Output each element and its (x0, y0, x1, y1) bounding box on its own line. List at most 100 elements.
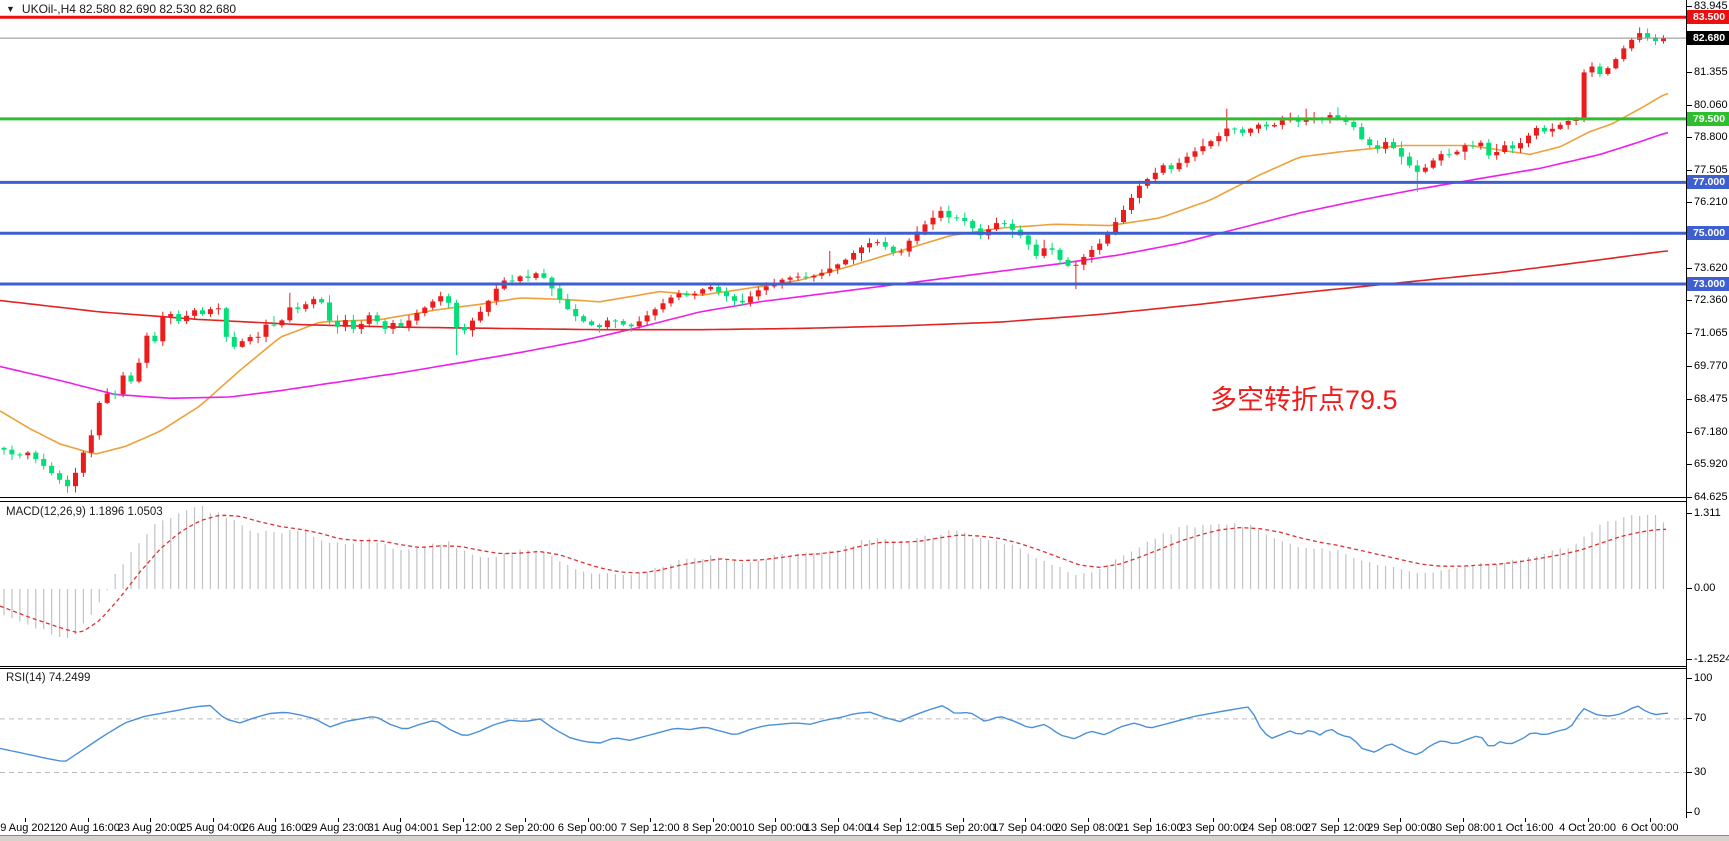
candlestick (1097, 243, 1103, 250)
rsi-indicator-label: RSI(14) 74.2499 (6, 672, 91, 684)
candlestick (1121, 210, 1126, 223)
candlestick (1454, 151, 1460, 155)
candlestick (454, 302, 460, 328)
time-axis-tick (587, 818, 589, 822)
candlestick (477, 311, 483, 321)
candlestick (747, 296, 753, 303)
candlestick (350, 320, 356, 329)
time-axis-label: 24 Sep 08:00 (1242, 822, 1308, 834)
candlestick (136, 362, 142, 382)
candlestick (517, 276, 523, 282)
candlestick (1518, 143, 1523, 149)
candlestick (589, 321, 595, 325)
candlestick (962, 218, 968, 221)
candlestick (1621, 48, 1627, 60)
candlestick (1176, 162, 1182, 170)
macd-indicator-label: MACD(12,26,9) 1.1896 1.0503 (6, 506, 163, 518)
time-axis-tick (1212, 818, 1214, 822)
candlestick (930, 217, 936, 225)
time-axis-label: 20 Aug 16:00 (55, 822, 120, 834)
macd-panel[interactable]: MACD(12,26,9) 1.1896 1.0503 (0, 501, 1686, 667)
price-chart-canvas[interactable] (0, 0, 1686, 497)
time-axis-label: 7 Sep 12:00 (620, 822, 680, 834)
candlestick (874, 242, 880, 244)
candlestick (1343, 119, 1349, 122)
candlestick (41, 459, 47, 466)
time-axis-tick (150, 818, 151, 822)
candlestick (851, 253, 857, 260)
candlestick (890, 246, 896, 253)
candlestick (1033, 244, 1039, 256)
candlestick (970, 220, 976, 229)
candlestick (57, 473, 63, 480)
candlestick (279, 320, 285, 326)
candlestick (1629, 39, 1635, 49)
time-axis-label: 27 Sep 12:00 (1304, 822, 1371, 834)
candlestick (1422, 167, 1428, 172)
price-level-badge-79.500[interactable]: 79.500 (1687, 111, 1729, 126)
price-level-badge-77.000[interactable]: 77.000 (1687, 175, 1729, 190)
candlestick (239, 341, 245, 347)
time-axis-label: 23 Sep 00:00 (1179, 822, 1246, 834)
candlestick (335, 320, 340, 327)
candlestick (1605, 68, 1611, 74)
time-axis-tick (1087, 818, 1089, 822)
candlestick (1271, 125, 1277, 127)
price-level-badge-82.680[interactable]: 82.680 (1687, 31, 1729, 46)
candlestick (1041, 248, 1047, 256)
candlestick (1351, 122, 1357, 128)
time-axis-label: 2 Sep 20:00 (495, 822, 555, 834)
macd-chart-canvas[interactable] (0, 502, 1686, 666)
candlestick (128, 375, 134, 382)
time-axis[interactable]: 19 Aug 2021 20 Aug 16:00 23 Aug 20:00 25 Au… (0, 818, 1729, 835)
price-level-badge-83.500[interactable]: 83.500 (1687, 10, 1729, 25)
candlestick (1645, 33, 1651, 38)
candlestick (1192, 151, 1198, 157)
candlestick (470, 320, 475, 331)
candlestick (739, 300, 745, 303)
price-axis-border (1686, 0, 1687, 818)
rsi-axis-tick: 100 (1686, 671, 1713, 684)
time-axis-tick (1337, 818, 1339, 822)
candlestick (1486, 142, 1492, 156)
candlestick (1502, 145, 1508, 152)
time-axis-label: 4 Oct 20:00 (1559, 822, 1616, 834)
candlestick (1057, 249, 1063, 260)
time-axis-label: 1 Oct 16:00 (1496, 822, 1554, 834)
candlestick (1001, 223, 1007, 225)
time-axis-tick (775, 818, 776, 822)
price-level-badge-73.000[interactable]: 73.000 (1687, 277, 1729, 291)
price-axis-tick: 72.360 (1687, 294, 1728, 307)
candlestick (1637, 33, 1643, 40)
time-axis-tick (650, 818, 651, 822)
candlestick (1494, 152, 1500, 156)
candlestick (358, 323, 364, 329)
indicator-collapse-icon[interactable]: ▼ (6, 3, 15, 14)
candlestick (604, 320, 610, 327)
rsi-axis-tick: 30 (1686, 765, 1707, 778)
rsi-panel[interactable]: RSI(14) 74.2499 (0, 668, 1686, 819)
candlestick (247, 337, 253, 342)
macd-axis-tick: 0.00 (1686, 582, 1716, 594)
price-level-badge-75.000[interactable]: 75.000 (1687, 226, 1729, 241)
candlestick (406, 320, 412, 327)
time-axis-label: 13 Sep 04:00 (804, 822, 871, 834)
candlestick (176, 314, 182, 321)
candlestick (414, 313, 420, 321)
time-axis-tick (462, 818, 464, 822)
rsi-chart-canvas[interactable] (0, 669, 1686, 818)
candlestick (1541, 128, 1547, 132)
candlestick (1335, 115, 1341, 120)
candlestick (882, 242, 888, 247)
candlestick (223, 308, 229, 337)
candlestick (994, 223, 999, 230)
candlestick (112, 393, 118, 395)
main-price-panel[interactable]: ▼ UKOil-,H4 82.580 82.690 82.530 82.680 … (0, 0, 1686, 498)
price-axis-tick: 67.180 (1687, 425, 1728, 438)
candlestick (938, 210, 944, 218)
time-axis-tick (1025, 818, 1026, 822)
candlestick (104, 393, 110, 403)
time-axis-tick (337, 818, 339, 822)
price-axis-tick: 69.770 (1687, 360, 1728, 372)
candlestick (374, 315, 380, 322)
